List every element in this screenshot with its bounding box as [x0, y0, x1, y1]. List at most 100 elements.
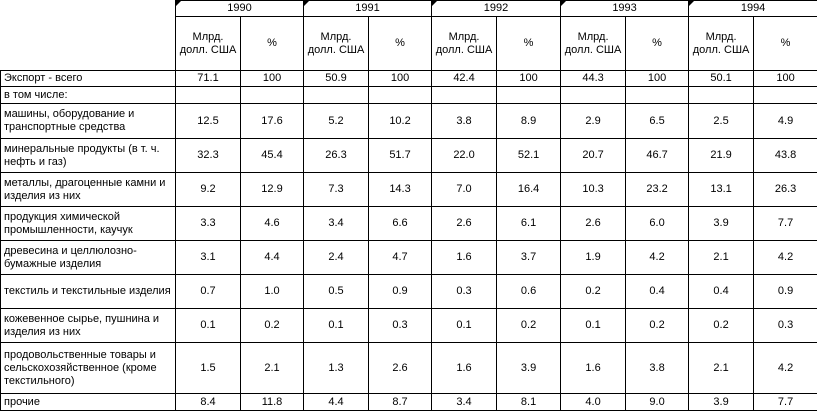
value-cell: 20.7	[560, 138, 627, 173]
value-cell: 46.7	[625, 138, 690, 173]
empty-cell	[625, 86, 690, 104]
value-cell: 8.1	[496, 393, 562, 411]
value-cell: 12.5	[175, 103, 241, 139]
value-cell: 100	[239, 70, 305, 87]
value-cell: 0.9	[753, 274, 817, 309]
value-cell: 3.3	[175, 206, 241, 241]
value-cell: 45.4	[239, 138, 305, 173]
value-cell: 7.3	[303, 172, 370, 207]
value-cell: 2.5	[688, 103, 755, 139]
value-cell: 10.3	[560, 172, 627, 207]
value-cell: 6.1	[496, 206, 562, 241]
empty-cell	[239, 86, 305, 104]
value-cell: 7.7	[753, 393, 817, 411]
value-cell: 23.2	[625, 172, 690, 207]
value-cell: 2.4	[303, 240, 370, 275]
value-cell: 3.4	[431, 393, 498, 411]
column-subheader: %	[239, 16, 305, 71]
value-cell: 2.6	[368, 342, 433, 394]
value-cell: 44.3	[560, 70, 627, 87]
value-cell: 5.2	[303, 103, 370, 139]
value-cell: 1.3	[303, 342, 370, 394]
row-label: машины, оборудование и транспортные сред…	[0, 103, 176, 139]
value-cell: 4.0	[560, 393, 627, 411]
value-cell: 1.6	[431, 240, 498, 275]
value-cell: 100	[753, 70, 817, 87]
row-label: кожевенное сырье, пушнина и изделия из н…	[0, 308, 176, 343]
value-cell: 1.5	[175, 342, 241, 394]
value-cell: 6.0	[625, 206, 690, 241]
value-cell: 22.0	[431, 138, 498, 173]
table-row: продукция химической промышленности, кау…	[0, 206, 817, 241]
value-cell: 1.6	[560, 342, 627, 394]
value-cell: 4.6	[239, 206, 305, 241]
table-row: Млрд. долл. США% Млрд. долл. США% Млрд. до…	[1, 16, 817, 71]
empty-cell	[175, 86, 241, 104]
value-cell: 0.4	[688, 274, 755, 309]
table-row: Экспорт - всего 71.1 100 50.9 100 42.4 100 44.3…	[0, 70, 817, 87]
empty-cell	[431, 86, 498, 104]
value-cell: 10.2	[368, 103, 433, 139]
value-cell: 100	[496, 70, 562, 87]
value-cell: 9.2	[175, 172, 241, 207]
value-cell: 0.9	[368, 274, 433, 309]
value-cell: 4.9	[753, 103, 817, 139]
value-cell: 1.9	[560, 240, 627, 275]
year-header: 1993	[560, 0, 690, 17]
row-label: текстиль и текстильные изделия	[0, 274, 176, 309]
value-cell: 1.6	[431, 342, 498, 394]
empty-cell	[688, 86, 755, 104]
value-cell: 26.3	[303, 138, 370, 173]
value-cell: 51.7	[368, 138, 433, 173]
value-cell: 3.8	[625, 342, 690, 394]
empty-cell	[496, 86, 562, 104]
value-cell: 0.5	[303, 274, 370, 309]
empty-cell	[560, 86, 627, 104]
value-cell: 9.0	[625, 393, 690, 411]
row-label: минеральные продукты (в т. ч. нефть и га…	[0, 138, 176, 173]
row-label: прочие	[0, 393, 176, 411]
value-cell: 52.1	[496, 138, 562, 173]
value-cell: 2.1	[239, 342, 305, 394]
value-cell: 2.9	[560, 103, 627, 139]
column-subheader: Млрд. долл. США	[175, 16, 241, 71]
value-cell: 0.4	[625, 274, 690, 309]
column-subheader: Млрд. долл. США	[303, 16, 370, 71]
value-cell: 100	[368, 70, 433, 87]
value-cell: 2.6	[560, 206, 627, 241]
value-cell: 26.3	[753, 172, 817, 207]
value-cell: 0.3	[368, 308, 433, 343]
value-cell: 14.3	[368, 172, 433, 207]
value-cell: 3.9	[688, 393, 755, 411]
value-cell: 3.7	[496, 240, 562, 275]
table-row: машины, оборудование и транспортные сред…	[0, 103, 817, 139]
column-subheader: %	[496, 16, 562, 71]
value-cell: 0.1	[560, 308, 627, 343]
value-cell: 0.6	[496, 274, 562, 309]
value-cell: 3.9	[496, 342, 562, 394]
column-subheader: %	[753, 16, 817, 71]
value-cell: 3.9	[688, 206, 755, 241]
value-cell: 0.7	[175, 274, 241, 309]
value-cell: 4.2	[753, 342, 817, 394]
value-cell: 13.1	[688, 172, 755, 207]
value-cell: 3.1	[175, 240, 241, 275]
value-cell: 32.3	[175, 138, 241, 173]
value-cell: 0.2	[239, 308, 305, 343]
value-cell: 4.7	[368, 240, 433, 275]
year-header: 1991	[303, 0, 433, 17]
value-cell: 0.1	[303, 308, 370, 343]
row-label: Экспорт - всего	[0, 70, 176, 87]
empty-cell	[368, 86, 433, 104]
table-row: в том числе:	[0, 86, 817, 104]
value-cell: 7.7	[753, 206, 817, 241]
value-cell: 8.4	[175, 393, 241, 411]
value-cell: 16.4	[496, 172, 562, 207]
value-cell: 0.3	[753, 308, 817, 343]
value-cell: 4.2	[625, 240, 690, 275]
value-cell: 11.8	[239, 393, 305, 411]
table-row: 1990 1991 1992 1993 1994	[0, 0, 817, 71]
value-cell: 0.2	[625, 308, 690, 343]
value-cell: 6.6	[368, 206, 433, 241]
